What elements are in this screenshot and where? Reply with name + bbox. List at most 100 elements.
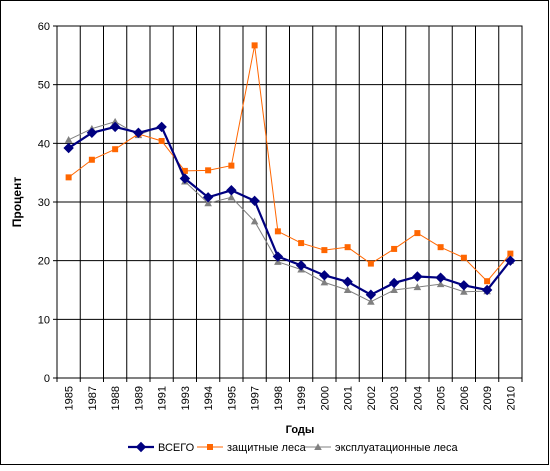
data-point [272, 251, 284, 262]
data-point [458, 280, 470, 291]
data-point [111, 117, 119, 125]
data-point [109, 121, 121, 133]
data-point [112, 146, 119, 153]
legend-swatch-marker [314, 443, 322, 451]
data-point [133, 127, 144, 138]
y-tick-label: 0 [44, 373, 50, 385]
data-point [86, 127, 98, 138]
data-point [342, 276, 353, 287]
y-tick-label: 40 [38, 138, 50, 150]
series-1 [63, 121, 516, 300]
data-point [158, 137, 165, 144]
x-tick-label: 2006 [459, 386, 471, 410]
data-point [179, 173, 191, 184]
data-point [390, 286, 398, 294]
data-point [436, 280, 445, 288]
legend-swatch-marker [207, 444, 213, 450]
data-point [321, 247, 328, 254]
x-tick-label: 1991 [157, 386, 169, 410]
data-point [388, 277, 400, 289]
x-tick-label: 1989 [133, 386, 145, 410]
x-tick-label: 2005 [436, 386, 448, 410]
x-tick-label: 2004 [412, 386, 424, 410]
data-point [412, 271, 423, 282]
y-tick-label: 50 [38, 80, 50, 92]
data-point [365, 289, 377, 300]
data-point [204, 199, 212, 207]
legend-item: ВСЕГО [128, 441, 195, 454]
y-tick-label: 20 [38, 256, 50, 268]
data-point [156, 121, 167, 133]
x-tick-label: 2003 [389, 386, 401, 410]
x-tick-label: 1995 [226, 386, 238, 410]
x-tick-label: 2000 [319, 386, 331, 410]
x-tick-label: 2001 [343, 386, 355, 410]
x-tick-label: 1997 [250, 386, 262, 410]
data-point [437, 244, 444, 251]
series-2 [65, 42, 514, 285]
x-tick-label: 1994 [203, 386, 215, 410]
series-layer [63, 42, 516, 305]
data-point [344, 244, 351, 251]
y-tick-label: 60 [38, 21, 50, 33]
data-point [505, 255, 516, 266]
grid-lines [56, 25, 523, 379]
x-tick-label: 2002 [366, 386, 378, 410]
data-point [205, 167, 212, 174]
legend-item: эксплуатационные леса [305, 442, 459, 454]
x-tick-label: 1988 [110, 386, 122, 410]
data-point [227, 193, 236, 201]
legend-label: защитные леса [227, 442, 307, 454]
data-point [226, 185, 237, 196]
y-tick-label: 30 [38, 197, 50, 209]
data-point [319, 270, 330, 281]
plot-area [56, 25, 523, 379]
data-point [251, 42, 258, 49]
x-tick-label: 2009 [482, 386, 494, 410]
data-point [250, 217, 259, 225]
y-tick-label: 10 [38, 314, 50, 326]
x-tick-label: 1993 [180, 386, 192, 410]
data-point [63, 142, 74, 154]
data-point [274, 228, 281, 235]
x-tick-label: 1998 [273, 386, 285, 410]
series-line [68, 45, 511, 282]
data-point [413, 283, 422, 291]
data-point [460, 287, 468, 295]
x-tick-label: 1985 [64, 386, 76, 410]
x-axis-label: Годы [286, 424, 315, 436]
data-point [202, 192, 214, 203]
data-point [64, 136, 73, 143]
x-tick-label: 1987 [87, 386, 99, 410]
axes: 0 10 20 30 40 50 60 1985 1987 1988 1989 1991 1993 199… [38, 21, 523, 410]
data-point [367, 297, 375, 305]
legend-item: защитные леса [197, 442, 307, 454]
data-point [481, 284, 493, 296]
legend: ВСЕГО защитные леса эксплуатационные леса [128, 441, 459, 454]
data-point [343, 286, 352, 294]
data-point [320, 278, 329, 286]
data-point [249, 195, 260, 207]
data-point [367, 260, 374, 267]
data-point [414, 230, 421, 237]
legend-label: ВСЕГО [158, 442, 195, 454]
data-point [435, 272, 446, 283]
data-point [228, 162, 235, 169]
legend-label: эксплуатационные леса [335, 442, 459, 454]
data-point [507, 250, 514, 257]
data-point [298, 240, 305, 247]
data-point [484, 278, 491, 285]
data-point [88, 156, 95, 163]
data-point [295, 260, 307, 271]
y-axis-label: Процент [10, 177, 24, 228]
x-tick-label: 2010 [505, 386, 517, 410]
data-point [181, 167, 188, 174]
data-point [65, 174, 72, 181]
legend-swatch-marker [135, 441, 147, 453]
data-point [460, 254, 467, 261]
data-point [391, 245, 398, 252]
x-tick-label: 1999 [296, 386, 308, 410]
